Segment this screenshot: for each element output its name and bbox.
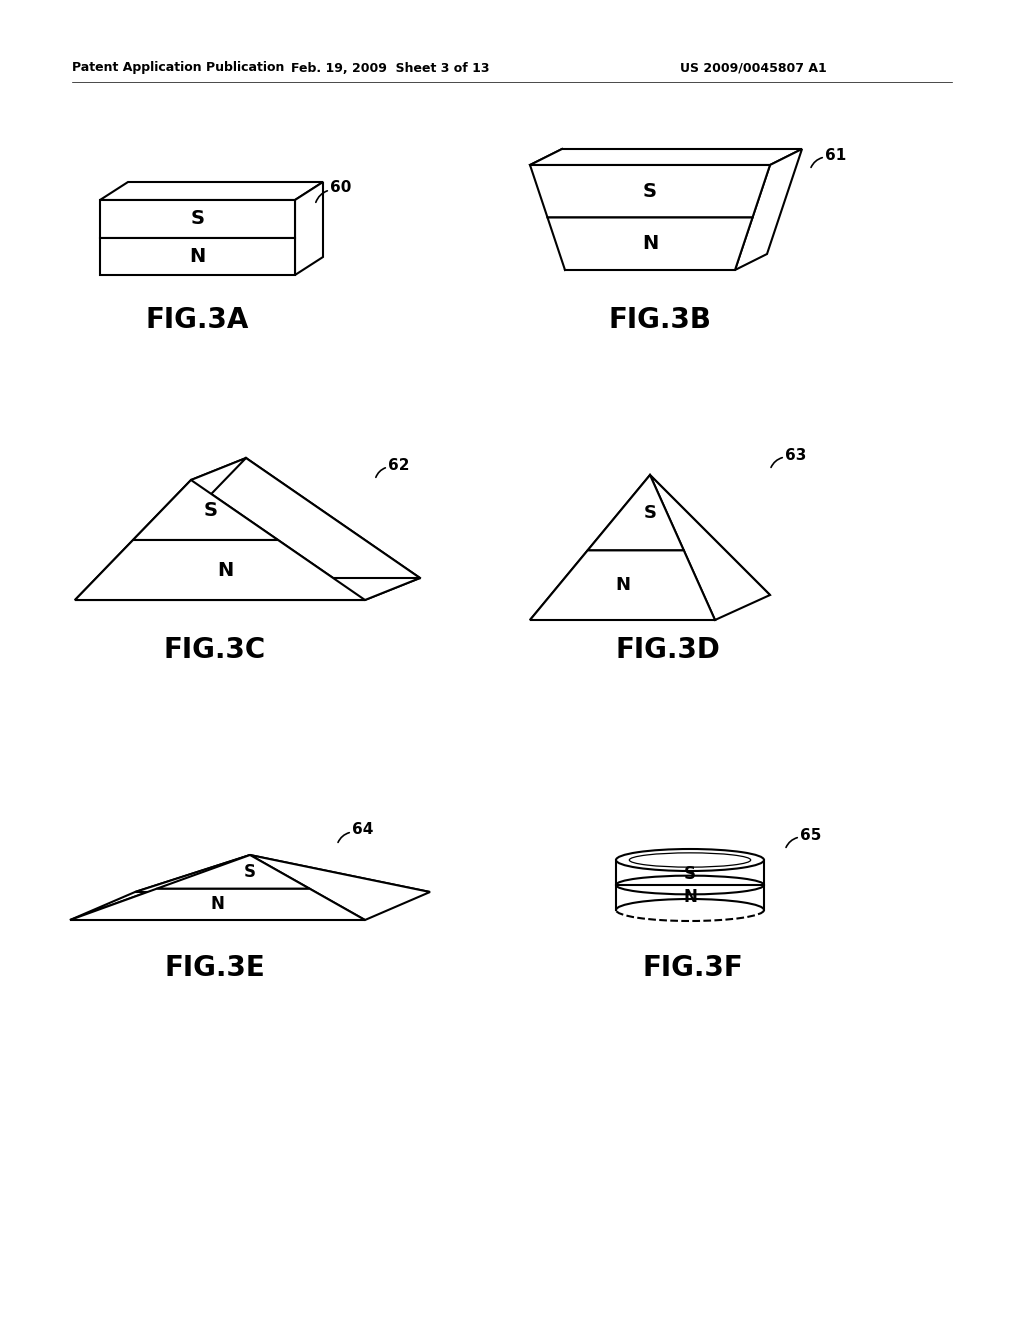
Text: 65: 65: [800, 828, 821, 842]
Polygon shape: [133, 480, 278, 540]
Polygon shape: [295, 182, 323, 275]
Text: S: S: [643, 504, 656, 521]
Text: FIG.3E: FIG.3E: [165, 954, 265, 982]
Polygon shape: [548, 218, 753, 271]
Text: S: S: [244, 863, 256, 880]
Text: N: N: [642, 234, 658, 253]
Text: US 2009/0045807 A1: US 2009/0045807 A1: [680, 62, 826, 74]
Ellipse shape: [616, 849, 764, 871]
Polygon shape: [616, 861, 764, 909]
Polygon shape: [75, 458, 246, 601]
Text: S: S: [643, 182, 657, 201]
Text: 63: 63: [785, 447, 806, 462]
Polygon shape: [70, 855, 250, 920]
Polygon shape: [191, 458, 420, 601]
Polygon shape: [530, 149, 802, 165]
Text: N: N: [217, 561, 233, 579]
Polygon shape: [588, 475, 684, 550]
Polygon shape: [735, 149, 802, 271]
Polygon shape: [650, 475, 770, 620]
Polygon shape: [135, 855, 430, 892]
Text: FIG.3B: FIG.3B: [608, 306, 712, 334]
Text: FIG.3F: FIG.3F: [643, 954, 743, 982]
Text: 62: 62: [388, 458, 410, 473]
Text: S: S: [204, 500, 218, 520]
Text: FIG.3C: FIG.3C: [164, 636, 266, 664]
Polygon shape: [585, 475, 770, 595]
Text: 64: 64: [352, 822, 374, 837]
Ellipse shape: [616, 875, 764, 895]
Text: 61: 61: [825, 148, 846, 162]
Text: Patent Application Publication: Patent Application Publication: [72, 62, 285, 74]
Text: 60: 60: [330, 181, 351, 195]
Polygon shape: [75, 578, 420, 601]
Text: Feb. 19, 2009  Sheet 3 of 13: Feb. 19, 2009 Sheet 3 of 13: [291, 62, 489, 74]
Polygon shape: [530, 165, 770, 218]
Polygon shape: [100, 182, 323, 201]
Text: N: N: [211, 895, 224, 913]
Polygon shape: [75, 540, 365, 601]
Text: S: S: [684, 865, 696, 883]
Polygon shape: [530, 475, 650, 620]
Text: FIG.3A: FIG.3A: [145, 306, 249, 334]
Polygon shape: [157, 855, 310, 888]
Polygon shape: [70, 888, 365, 920]
Text: N: N: [683, 887, 697, 906]
Text: N: N: [615, 577, 630, 594]
Text: N: N: [189, 247, 206, 265]
Text: S: S: [190, 210, 205, 228]
Polygon shape: [100, 201, 295, 238]
Polygon shape: [100, 238, 295, 275]
Polygon shape: [530, 550, 715, 620]
Polygon shape: [250, 855, 430, 920]
Text: FIG.3D: FIG.3D: [615, 636, 721, 664]
